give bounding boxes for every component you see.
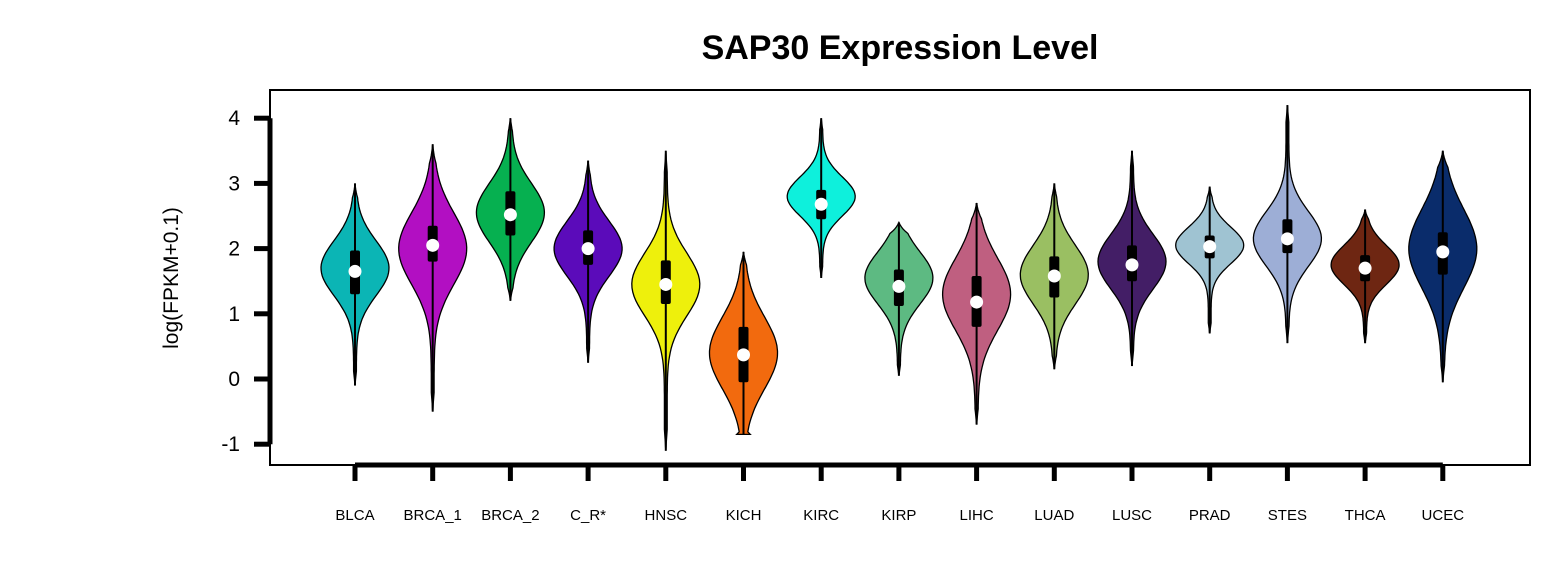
median-point bbox=[1203, 240, 1217, 254]
y-tick-label: 1 bbox=[228, 303, 240, 326]
median-point bbox=[892, 279, 906, 293]
y-axis-label: log(FPKM+0.1) bbox=[160, 207, 183, 349]
x-tick-label: BLCA bbox=[335, 507, 374, 524]
median-point bbox=[503, 208, 517, 222]
violin-lihc bbox=[941, 202, 1012, 425]
violin-brca-2 bbox=[475, 118, 546, 301]
x-tick-label: HNSC bbox=[645, 507, 688, 524]
violin-prad bbox=[1175, 186, 1245, 334]
violin-c-r- bbox=[553, 160, 623, 363]
x-tick-label: UCEC bbox=[1422, 507, 1465, 524]
x-tick-label: C_R* bbox=[570, 507, 606, 524]
median-point bbox=[581, 242, 595, 256]
x-tick-label: STES bbox=[1268, 507, 1307, 524]
x-tick-label: THCA bbox=[1345, 507, 1386, 524]
x-tick-label: BRCA_2 bbox=[481, 507, 539, 524]
median-point bbox=[1358, 261, 1372, 275]
y-tick-label: 4 bbox=[228, 107, 240, 130]
y-tick-label: 3 bbox=[228, 172, 240, 195]
x-axis: BLCA BRCA_1 BRCA_2 C_R* HNSC KICH KIRC KIRP LIHC… bbox=[335, 462, 1465, 524]
y-tick-label: 2 bbox=[228, 238, 240, 261]
median-point bbox=[737, 348, 750, 362]
violin-hnsc bbox=[631, 150, 701, 451]
violin-brca-1 bbox=[398, 144, 468, 412]
y-tick-label: -1 bbox=[221, 433, 240, 456]
violin-ucec bbox=[1408, 150, 1478, 383]
violin-blca bbox=[320, 183, 390, 386]
x-tick-label: BRCA_1 bbox=[404, 507, 462, 524]
x-tick-label: LUAD bbox=[1034, 507, 1074, 524]
violin-stes bbox=[1252, 105, 1323, 344]
x-tick-label: LIHC bbox=[960, 507, 994, 524]
violin-kirp bbox=[864, 221, 934, 376]
violins bbox=[320, 105, 1478, 451]
median-point bbox=[426, 238, 440, 252]
x-tick-label: PRAD bbox=[1189, 507, 1231, 524]
x-tick-label: LUSC bbox=[1112, 507, 1152, 524]
violin-kirc bbox=[786, 118, 856, 278]
median-point bbox=[659, 277, 673, 291]
x-tick-label: KICH bbox=[726, 507, 762, 524]
median-point bbox=[1125, 258, 1139, 272]
violin-thca bbox=[1330, 209, 1400, 344]
median-point bbox=[1436, 245, 1450, 259]
x-tick-label: KIRC bbox=[803, 507, 839, 524]
violin-kich bbox=[708, 251, 779, 436]
x-tick-label: KIRP bbox=[881, 507, 916, 524]
violin-luad bbox=[1019, 183, 1089, 370]
median-point bbox=[814, 197, 828, 211]
y-tick-label: 0 bbox=[228, 368, 240, 391]
y-axis: -1 0 1 2 3 4 bbox=[221, 107, 273, 456]
median-point bbox=[348, 264, 362, 278]
median-point bbox=[1280, 232, 1294, 246]
violin-lusc bbox=[1097, 150, 1167, 367]
median-point bbox=[970, 295, 984, 309]
chart-title: SAP30 Expression Level bbox=[702, 29, 1099, 67]
median-point bbox=[1047, 269, 1061, 283]
